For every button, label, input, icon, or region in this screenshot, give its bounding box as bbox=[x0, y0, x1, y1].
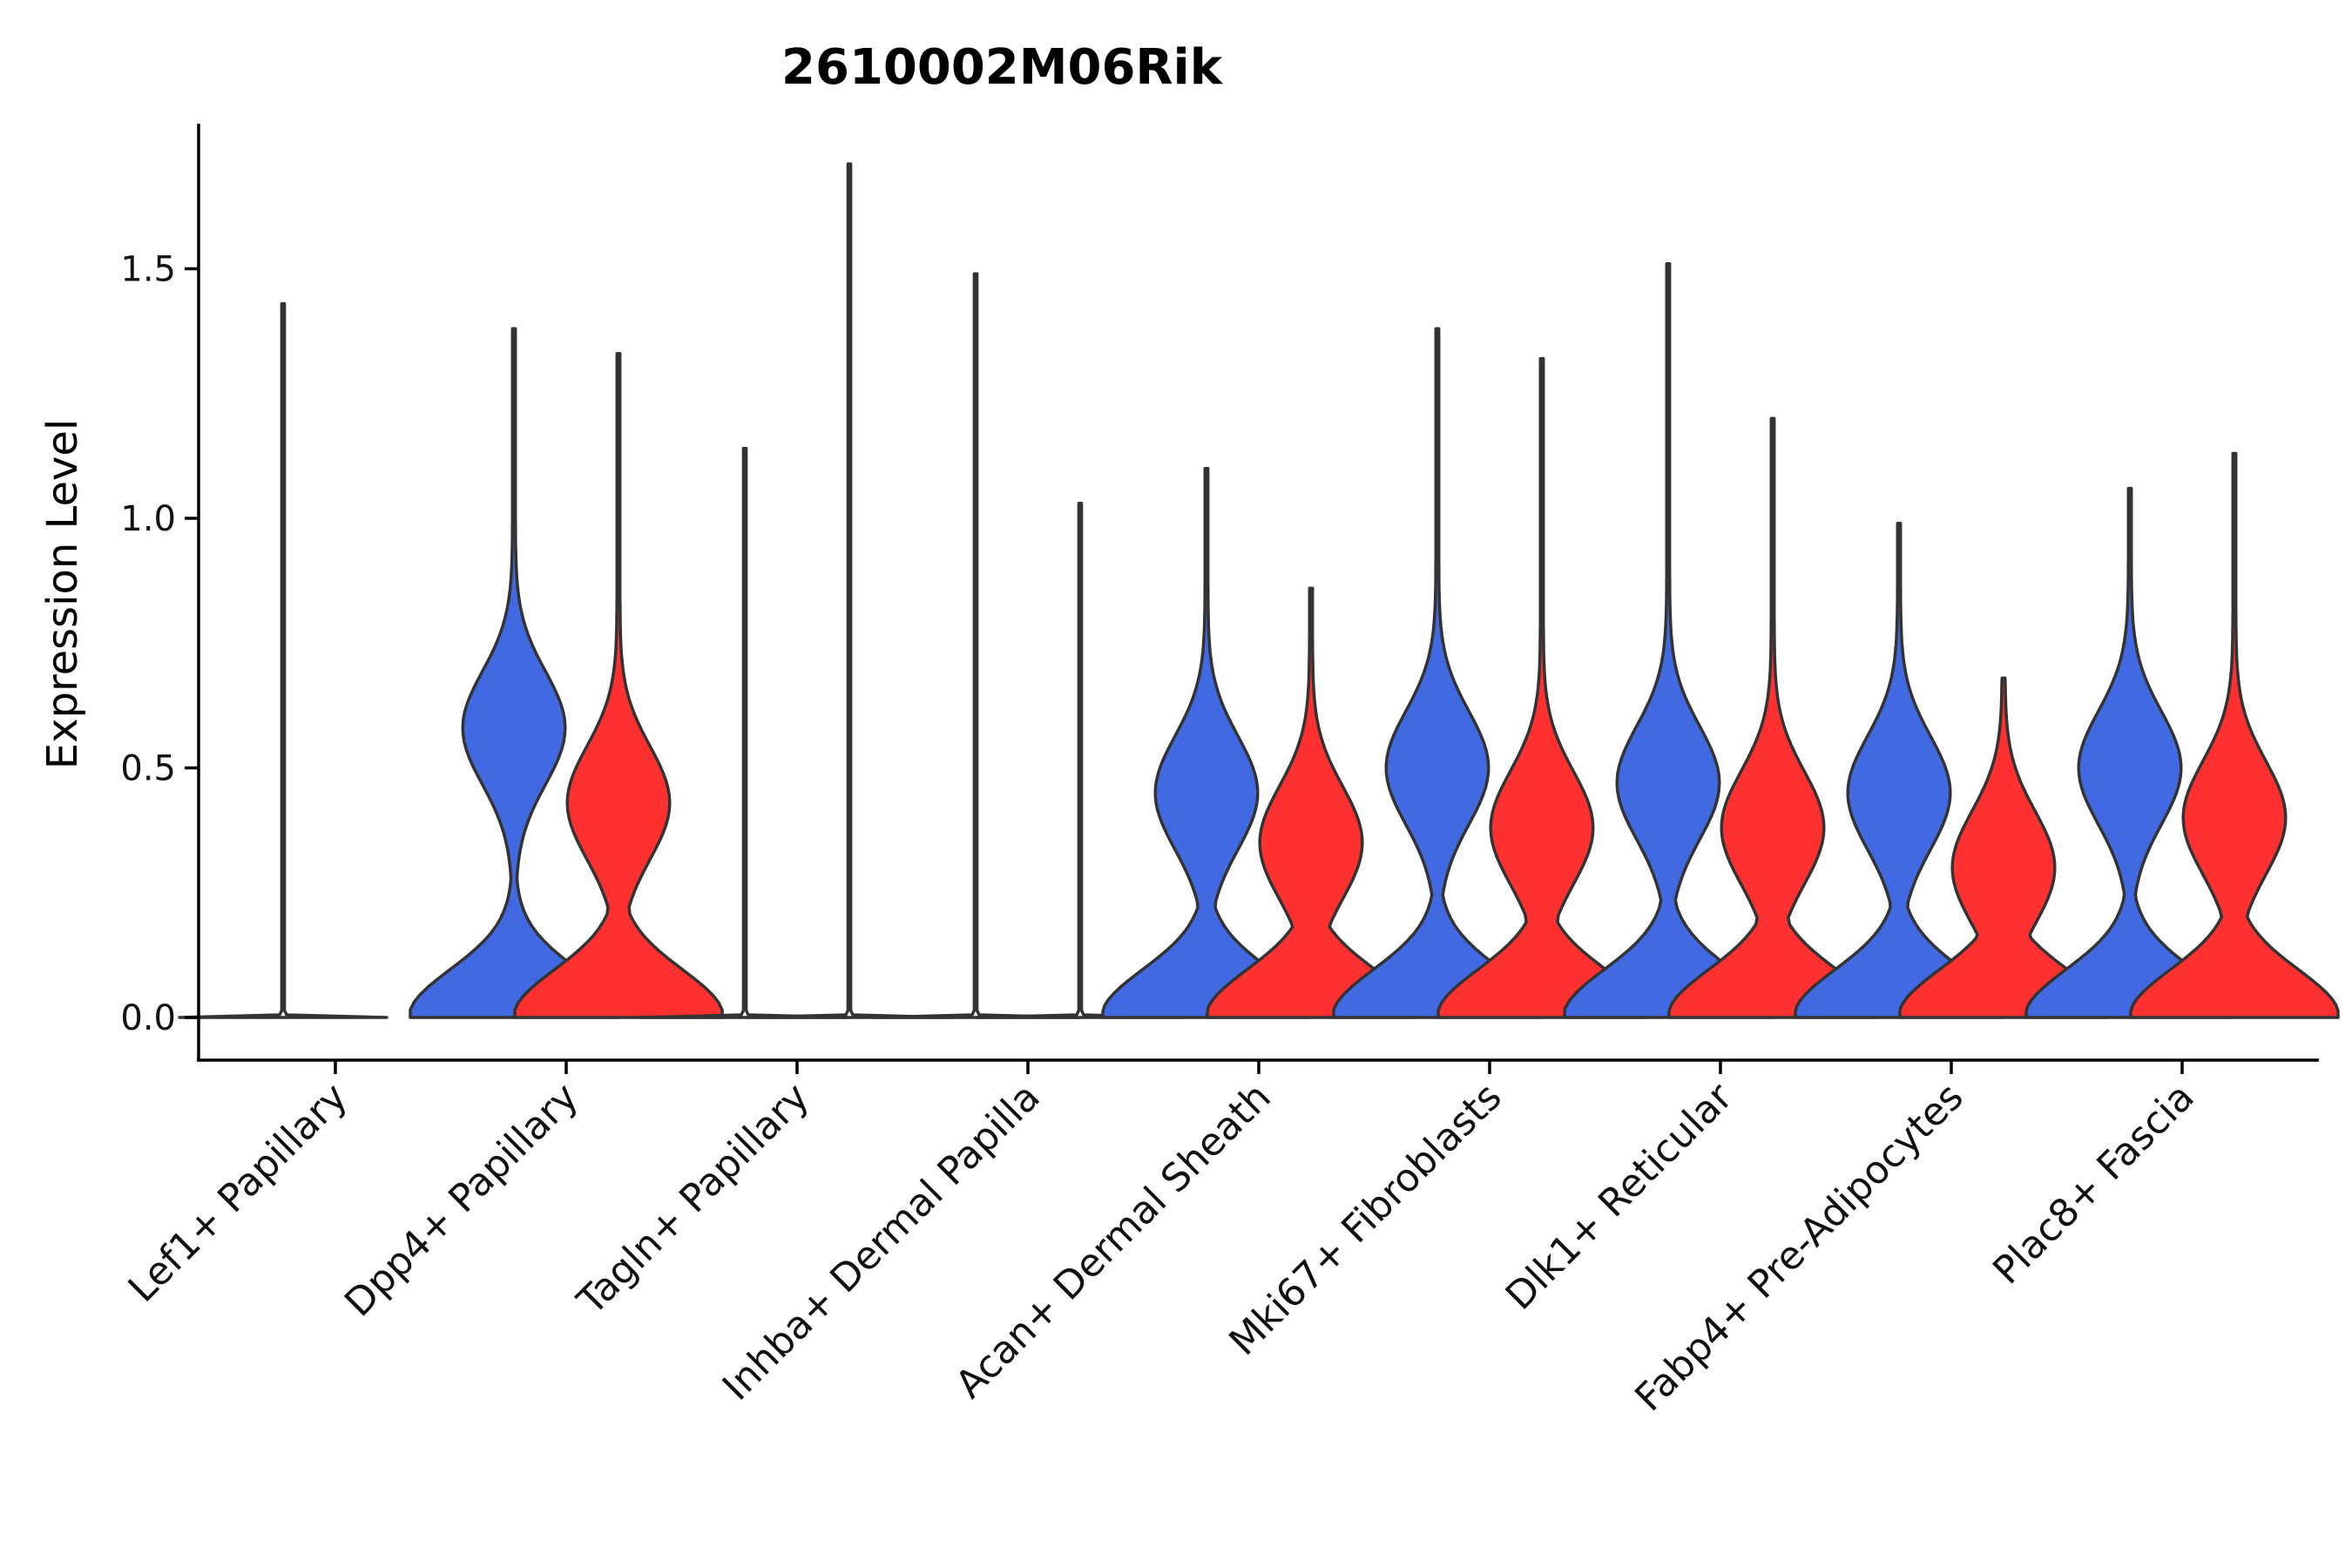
y-axis-label: Expression Level bbox=[38, 419, 87, 770]
violin-group1-8 bbox=[1794, 521, 2004, 1019]
violin-group2-6 bbox=[1436, 356, 1647, 1019]
x-tick-label: Lef1+ Papillary bbox=[120, 1075, 356, 1311]
y-ticks: 0.0 0.5 1.0 1.5 bbox=[120, 250, 199, 1038]
y-tick-label: 0.5 bbox=[120, 749, 176, 789]
violin-group1-6 bbox=[1332, 327, 1543, 1019]
x-tick-label: Dpp4+ Papillary bbox=[336, 1075, 587, 1326]
y-tick-label: 1.5 bbox=[120, 250, 176, 290]
violin-group2-9 bbox=[2129, 451, 2340, 1019]
violin-group1-5 bbox=[1101, 466, 1312, 1019]
violin-group2-2 bbox=[513, 352, 724, 1019]
y-tick-label: 0.0 bbox=[120, 998, 176, 1038]
chart-title: 2610002M06Rik bbox=[781, 39, 1224, 96]
violin-group1-7 bbox=[1563, 262, 1774, 1019]
x-tick-label: Dlk1+ Reticular bbox=[1497, 1074, 1742, 1319]
violin-group1-1 bbox=[178, 301, 389, 1019]
y-tick-label: 1.0 bbox=[120, 499, 176, 539]
violin-group2-7 bbox=[1667, 416, 1878, 1019]
violin-group1-3 bbox=[639, 447, 850, 1019]
violin-group1-9 bbox=[2024, 486, 2235, 1019]
violin-group2-3 bbox=[744, 162, 955, 1019]
violin-group1-4 bbox=[870, 272, 1081, 1019]
violin-group2-5 bbox=[1206, 586, 1416, 1019]
x-tick-label: Plac8+ Fascia bbox=[1984, 1075, 2203, 1294]
x-tick-label: Tagln+ Papillary bbox=[569, 1075, 818, 1324]
violin-group2-4 bbox=[975, 502, 1186, 1019]
violin-group2-8 bbox=[1898, 676, 2109, 1019]
violin-group1-2 bbox=[409, 327, 619, 1019]
violins-layer bbox=[178, 162, 2340, 1019]
